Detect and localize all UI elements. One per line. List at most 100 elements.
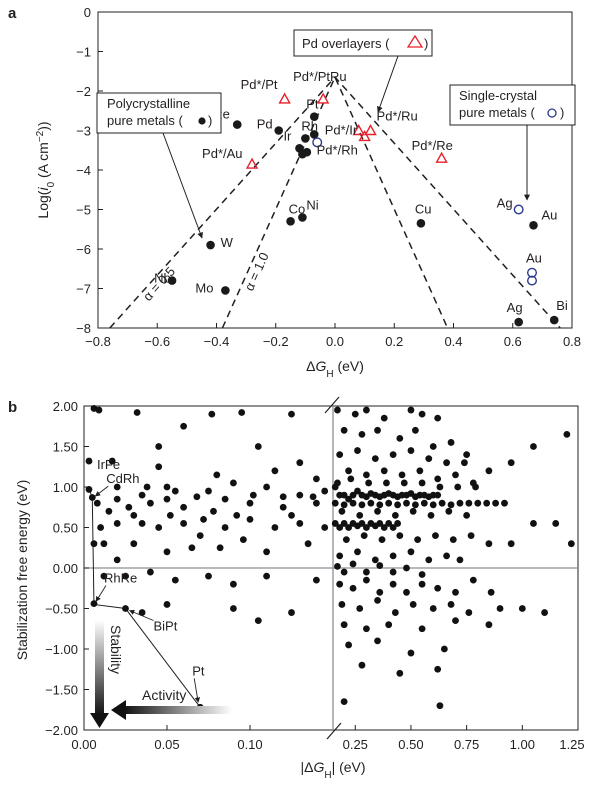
b-x-tick-label: 0.50 <box>398 737 423 752</box>
point-alloy <box>363 576 370 584</box>
b-x-tick-label: 0.75 <box>454 737 479 752</box>
point-label: Pd*/Ir <box>325 123 358 138</box>
point-alloy <box>97 524 104 531</box>
point-alloy <box>336 451 344 458</box>
point-alloy <box>205 487 212 495</box>
b-x-tick-label: 0.00 <box>71 737 96 752</box>
a-x-tick-label: 0.0 <box>326 334 344 349</box>
point-alloy <box>416 467 424 475</box>
point-alloy <box>233 511 241 519</box>
axis-break-mark-top <box>324 396 340 414</box>
svg-text:Polycrystalline: Polycrystalline <box>107 96 190 111</box>
a-x-tick-label: 0.2 <box>385 334 403 349</box>
point-alloy <box>90 540 98 548</box>
point-alloy <box>336 524 344 531</box>
point-alloy <box>363 625 370 633</box>
volcano-line-label: α = 1.0 <box>241 250 271 293</box>
point-label: Ni <box>306 197 318 212</box>
point-alloy <box>263 572 270 580</box>
point-pd-overlayer <box>358 129 371 142</box>
point-alloy <box>334 406 341 414</box>
point-alloy <box>409 507 417 515</box>
point-alloy <box>321 487 329 495</box>
point-alloy <box>447 501 455 509</box>
point-label: Cu <box>415 201 432 216</box>
svg-text:): ) <box>424 36 428 51</box>
axis-break-mark-bottom <box>326 722 342 740</box>
point-alloy <box>345 495 352 503</box>
point-label: Ag <box>507 300 523 315</box>
point-polycrystalline <box>302 147 312 157</box>
b-y-tick-label: 1.50 <box>53 440 78 455</box>
a-x-tick-label: 0.6 <box>504 334 522 349</box>
point-alloy <box>452 617 459 625</box>
point-alloy <box>138 609 146 616</box>
point-alloy <box>425 556 433 564</box>
point-alloy <box>340 698 348 706</box>
point-alloy <box>447 439 455 446</box>
alloy-label: CdRh <box>106 471 139 486</box>
point-alloy <box>155 463 163 471</box>
point-alloy <box>492 499 499 507</box>
alloy-label: RhRe <box>104 570 137 585</box>
point-alloy <box>389 552 397 560</box>
panel-a: a 0 −1 −2 −3 −4 −5 −6 −7 −8 −0.8 −0.6 −0.4 −0.2 0.0 0… <box>8 5 581 380</box>
panel-b-x-ticks: 0.00 0.05 0.10 0.25 0.50 0.75 1.00 1.25 <box>71 725 585 752</box>
point-alloy <box>563 430 571 438</box>
point-alloy <box>163 483 171 491</box>
point-alloy <box>296 520 304 527</box>
panel-a-y-axis-title: Log(i0 (A cm−2)) <box>35 121 57 218</box>
point-alloy <box>171 576 179 584</box>
point-alloy <box>371 556 379 564</box>
point-alloy <box>193 493 201 501</box>
point-polycrystalline <box>309 112 319 121</box>
point-polycrystalline <box>309 130 319 139</box>
point-alloy <box>472 483 479 491</box>
point-alloy <box>418 479 426 487</box>
point-alloy <box>447 601 455 608</box>
point-alloy <box>374 426 381 434</box>
annotation-single-crystal: Single-crystal pure metals ( ) <box>449 84 576 201</box>
alloy-label: BiPt <box>154 619 178 634</box>
panel-b-y-axis-title: Stabilization free energy (eV) <box>14 480 30 661</box>
point-alloy <box>418 410 426 418</box>
a-y-tick-label: 0 <box>84 5 91 20</box>
point-alloy <box>487 588 495 596</box>
panel-b: b 2.00 1.50 1.00 0.50 0.00 −0.50 −1.00 −1.50 −2.… <box>8 396 585 781</box>
point-alloy <box>246 516 254 523</box>
panel-b-marks <box>85 405 575 711</box>
point-single-crystal <box>312 137 323 148</box>
point-polycrystalline <box>206 240 215 250</box>
point-alloy <box>336 552 344 560</box>
point-alloy <box>334 479 341 487</box>
point-alloy <box>125 503 133 511</box>
point-alloy <box>358 520 366 527</box>
point-alloy <box>363 568 370 576</box>
point-polycrystalline <box>301 134 310 143</box>
point-polycrystalline <box>529 221 538 230</box>
point-alloy <box>122 605 129 612</box>
point-alloy <box>155 443 163 450</box>
point-alloy <box>288 609 295 616</box>
a-y-tick-label: −3 <box>76 124 91 139</box>
point-alloy <box>467 532 475 539</box>
point-alloy <box>358 501 366 509</box>
point-alloy <box>331 520 339 527</box>
point-label: Bi <box>556 298 568 313</box>
point-alloy <box>436 483 444 491</box>
point-alloy <box>454 483 462 491</box>
point-alloy <box>483 499 491 507</box>
point-alloy <box>338 507 346 515</box>
b-y-tick-label: 1.00 <box>53 480 78 495</box>
point-alloy <box>420 499 428 507</box>
point-label: Pt <box>306 97 319 112</box>
stability-arrow: Stability <box>90 620 124 728</box>
point-alloy <box>380 467 388 475</box>
point-alloy <box>363 406 370 414</box>
svg-text:): ) <box>560 105 564 120</box>
point-alloy <box>409 601 417 608</box>
point-alloy <box>216 544 224 552</box>
svg-text:Single-crystal: Single-crystal <box>459 88 537 103</box>
b-x-tick-label: 0.25 <box>343 737 368 752</box>
